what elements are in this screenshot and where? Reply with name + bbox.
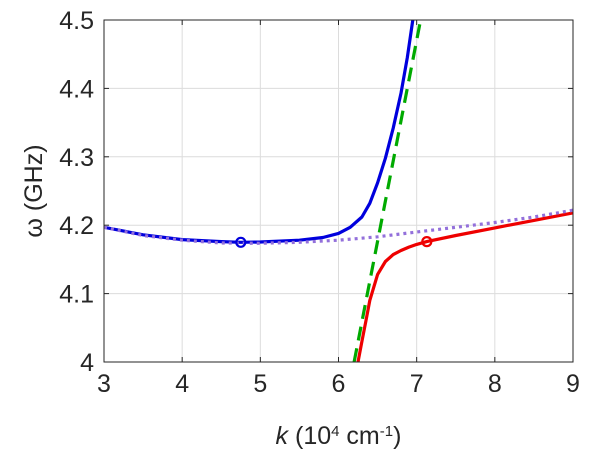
- y-axis-label: ω (GHz): [20, 144, 48, 237]
- x-tick-label: 6: [332, 370, 346, 398]
- marker-point-2: [421, 236, 433, 248]
- x-axis-unit: cm: [339, 422, 379, 450]
- series-line-4: [104, 208, 573, 245]
- grid: [103, 19, 574, 363]
- x-axis-unit-exponent: -1: [380, 423, 393, 440]
- y-tick-label: 4.1: [59, 281, 94, 309]
- x-tick-label: 5: [253, 370, 267, 398]
- y-tick-label: 4.5: [59, 7, 94, 35]
- marker-point-1: [235, 236, 247, 248]
- series-line-3: [352, 20, 423, 362]
- x-axis-exponent: 4: [331, 423, 339, 440]
- x-tick-label: 8: [488, 370, 502, 398]
- x-tick-label: 9: [566, 370, 580, 398]
- series-line-1: [104, 20, 415, 244]
- x-axis-label-close: ): [393, 422, 401, 450]
- y-tick-label: 4.4: [59, 75, 94, 103]
- x-axis-label: k (104 cm-1): [276, 422, 402, 450]
- x-tick-label: 4: [175, 370, 189, 398]
- y-tick-label: 4: [80, 349, 94, 377]
- x-axis-symbol: k: [276, 422, 290, 450]
- x-tick-label: 7: [410, 370, 424, 398]
- y-tick-label: 4.3: [59, 144, 94, 172]
- axis-ticks: 3 4 5 6 7 8 944.14.24.34.44.5: [59, 7, 580, 398]
- plot-series: [104, 20, 573, 362]
- y-tick-label: 4.2: [59, 212, 94, 240]
- x-tick-label: 3: [97, 370, 111, 398]
- x-axis-label-part: (10: [288, 422, 331, 450]
- series-line-2: [356, 211, 573, 362]
